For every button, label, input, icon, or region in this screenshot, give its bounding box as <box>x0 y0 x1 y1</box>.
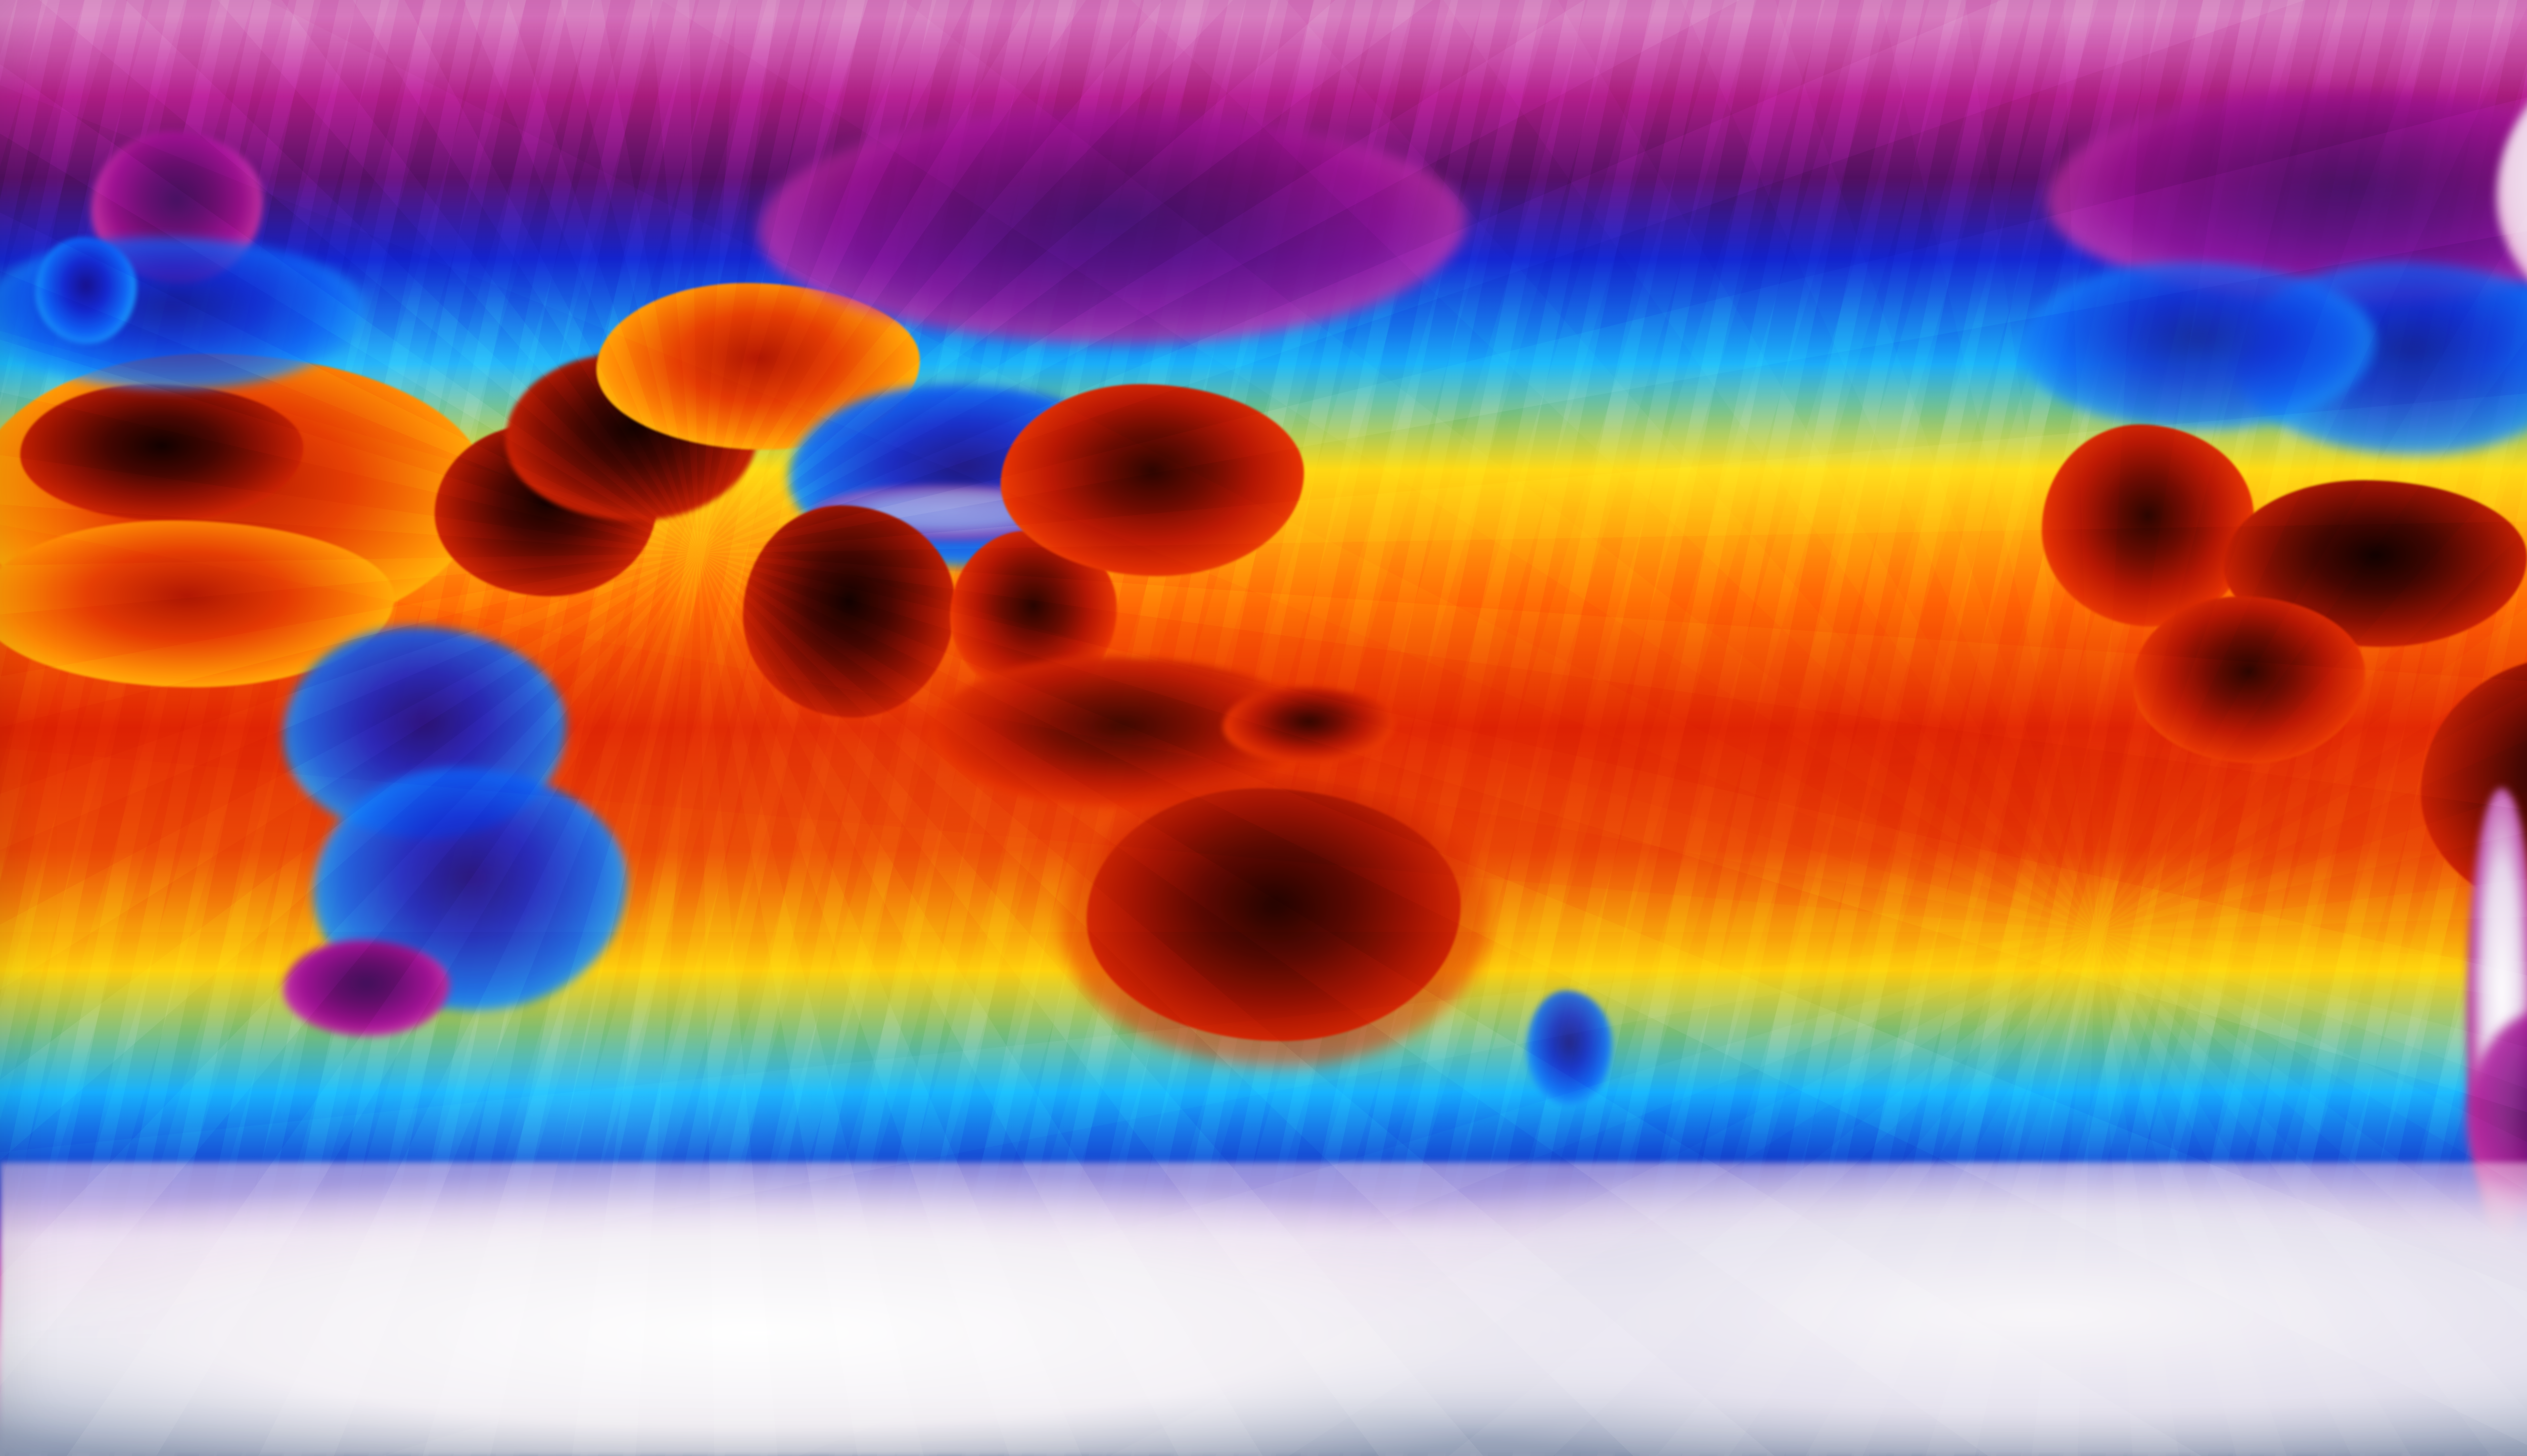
land-new-zealand <box>1526 991 1612 1107</box>
land-china <box>1001 384 1304 576</box>
land-british-isles <box>35 238 136 344</box>
land-antarctica <box>0 1162 2527 1456</box>
land-australia-margin <box>1061 778 1491 1066</box>
land-mexico <box>2133 596 2365 763</box>
land-south-africa-highveld <box>283 940 450 1036</box>
land-india <box>743 505 955 718</box>
land-sahara-core <box>20 384 303 521</box>
land-new-guinea <box>1223 687 1395 763</box>
land-siberia <box>758 111 1466 344</box>
land-canadian-prairies <box>2022 263 2375 430</box>
land-western-us <box>2042 425 2254 627</box>
